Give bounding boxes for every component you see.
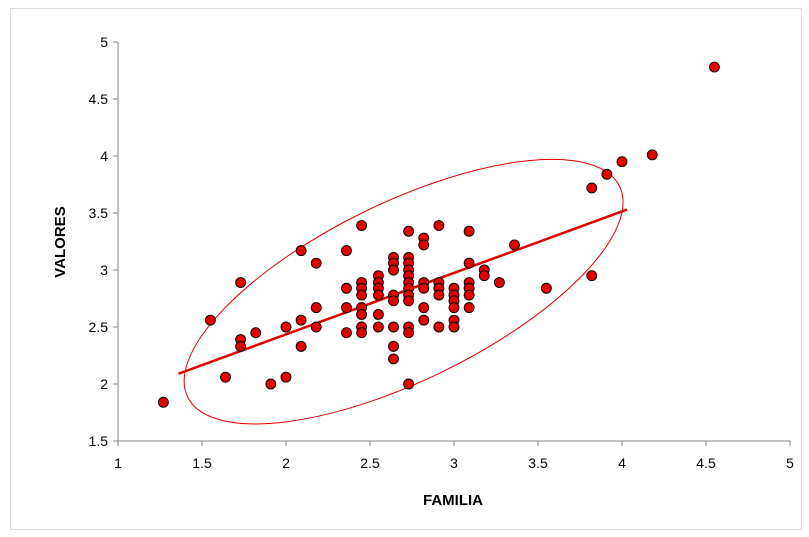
data-point	[463, 289, 475, 301]
y-tick-label: 2.5	[89, 319, 109, 335]
data-point	[463, 257, 475, 269]
x-tick-label: 4	[618, 455, 626, 471]
y-tick-label: 4	[100, 148, 108, 164]
data-point	[310, 257, 322, 269]
x-tick-label: 2	[282, 455, 290, 471]
data-point	[356, 309, 368, 320]
y-tick-label: 3	[100, 262, 108, 278]
y-tick-label: 2	[100, 376, 108, 392]
y-tick-label: 5	[100, 34, 108, 50]
data-point	[418, 302, 430, 314]
x-tick-label: 1.5	[192, 455, 212, 471]
data-point	[265, 378, 277, 390]
y-tick-label: 4.5	[89, 91, 109, 107]
y-tick-label: 1.5	[89, 433, 109, 449]
data-point	[157, 396, 169, 408]
data-point	[341, 282, 352, 294]
data-point	[540, 282, 552, 294]
data-point	[295, 340, 307, 352]
data-point	[280, 321, 292, 333]
data-point	[310, 321, 322, 333]
data-point	[509, 239, 520, 251]
data-point	[356, 220, 368, 231]
data-point	[388, 353, 399, 365]
data-point	[448, 321, 460, 333]
data-point	[295, 245, 307, 257]
data-point	[708, 61, 720, 73]
data-point	[646, 149, 658, 161]
data-point	[418, 239, 430, 251]
data-point	[586, 182, 598, 194]
trendline-layer	[178, 208, 628, 375]
data-point	[356, 289, 368, 301]
x-tick-label: 3.5	[528, 455, 548, 471]
x-tick-label: 5	[786, 455, 794, 471]
data-point	[204, 314, 216, 326]
x-tick-label: 1	[114, 455, 122, 471]
data-point	[403, 378, 415, 390]
points-layer	[157, 61, 720, 408]
data-point	[388, 340, 399, 352]
data-point	[403, 295, 415, 307]
data-point	[235, 340, 247, 352]
data-point	[388, 321, 399, 333]
data-point	[372, 309, 384, 320]
x-tick-label: 3	[450, 455, 458, 471]
data-point	[310, 302, 322, 314]
data-point	[250, 327, 262, 339]
data-point	[372, 289, 384, 301]
data-point	[433, 321, 445, 333]
data-point	[601, 168, 613, 180]
data-point	[418, 282, 430, 294]
data-point	[341, 302, 352, 314]
data-point	[403, 225, 415, 237]
data-point	[463, 302, 475, 314]
data-point	[433, 289, 445, 301]
data-point	[586, 270, 598, 282]
data-point	[372, 321, 384, 333]
data-point	[220, 371, 231, 383]
trendline	[178, 208, 628, 375]
data-point	[478, 270, 490, 282]
ellipse-layer	[183, 158, 624, 425]
data-point	[280, 371, 292, 383]
data-point	[235, 277, 247, 288]
axes: 1 1.5 2 2.5 3 3.5 4 4.5 5 1.5 2 2.5 3 3.5 4 4.5 5	[89, 34, 795, 471]
x-tick-label: 4.5	[696, 455, 716, 471]
confidence-ellipse	[183, 158, 624, 425]
data-point	[463, 225, 475, 237]
y-axis-title: VALORES	[52, 206, 69, 277]
data-point	[341, 245, 352, 257]
data-point	[448, 302, 460, 314]
x-axis-title: FAMILIA	[423, 492, 483, 509]
y-tick-label: 3.5	[89, 205, 109, 221]
data-point	[493, 277, 505, 288]
data-point	[388, 264, 399, 276]
data-point	[295, 314, 307, 326]
data-point	[616, 156, 628, 168]
data-point	[356, 327, 368, 339]
data-point	[388, 295, 399, 307]
data-point	[341, 327, 352, 339]
x-tick-label: 2.5	[360, 455, 380, 471]
data-point	[433, 220, 445, 231]
data-point	[418, 314, 430, 326]
data-point	[403, 327, 415, 339]
